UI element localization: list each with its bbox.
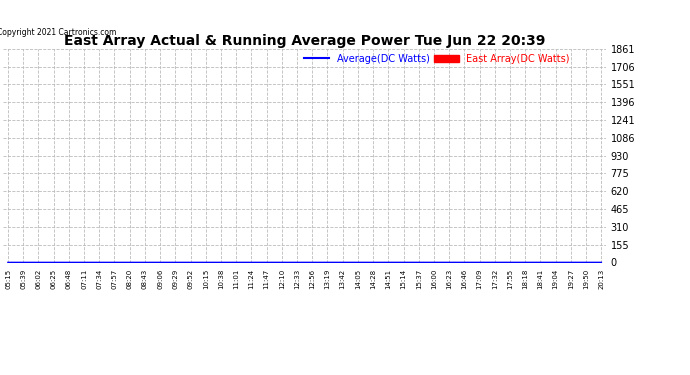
Text: Copyright 2021 Cartronics.com: Copyright 2021 Cartronics.com xyxy=(0,28,117,37)
Legend: Average(DC Watts), East Array(DC Watts): Average(DC Watts), East Array(DC Watts) xyxy=(304,54,570,64)
Title: East Array Actual & Running Average Power Tue Jun 22 20:39: East Array Actual & Running Average Powe… xyxy=(64,34,545,48)
